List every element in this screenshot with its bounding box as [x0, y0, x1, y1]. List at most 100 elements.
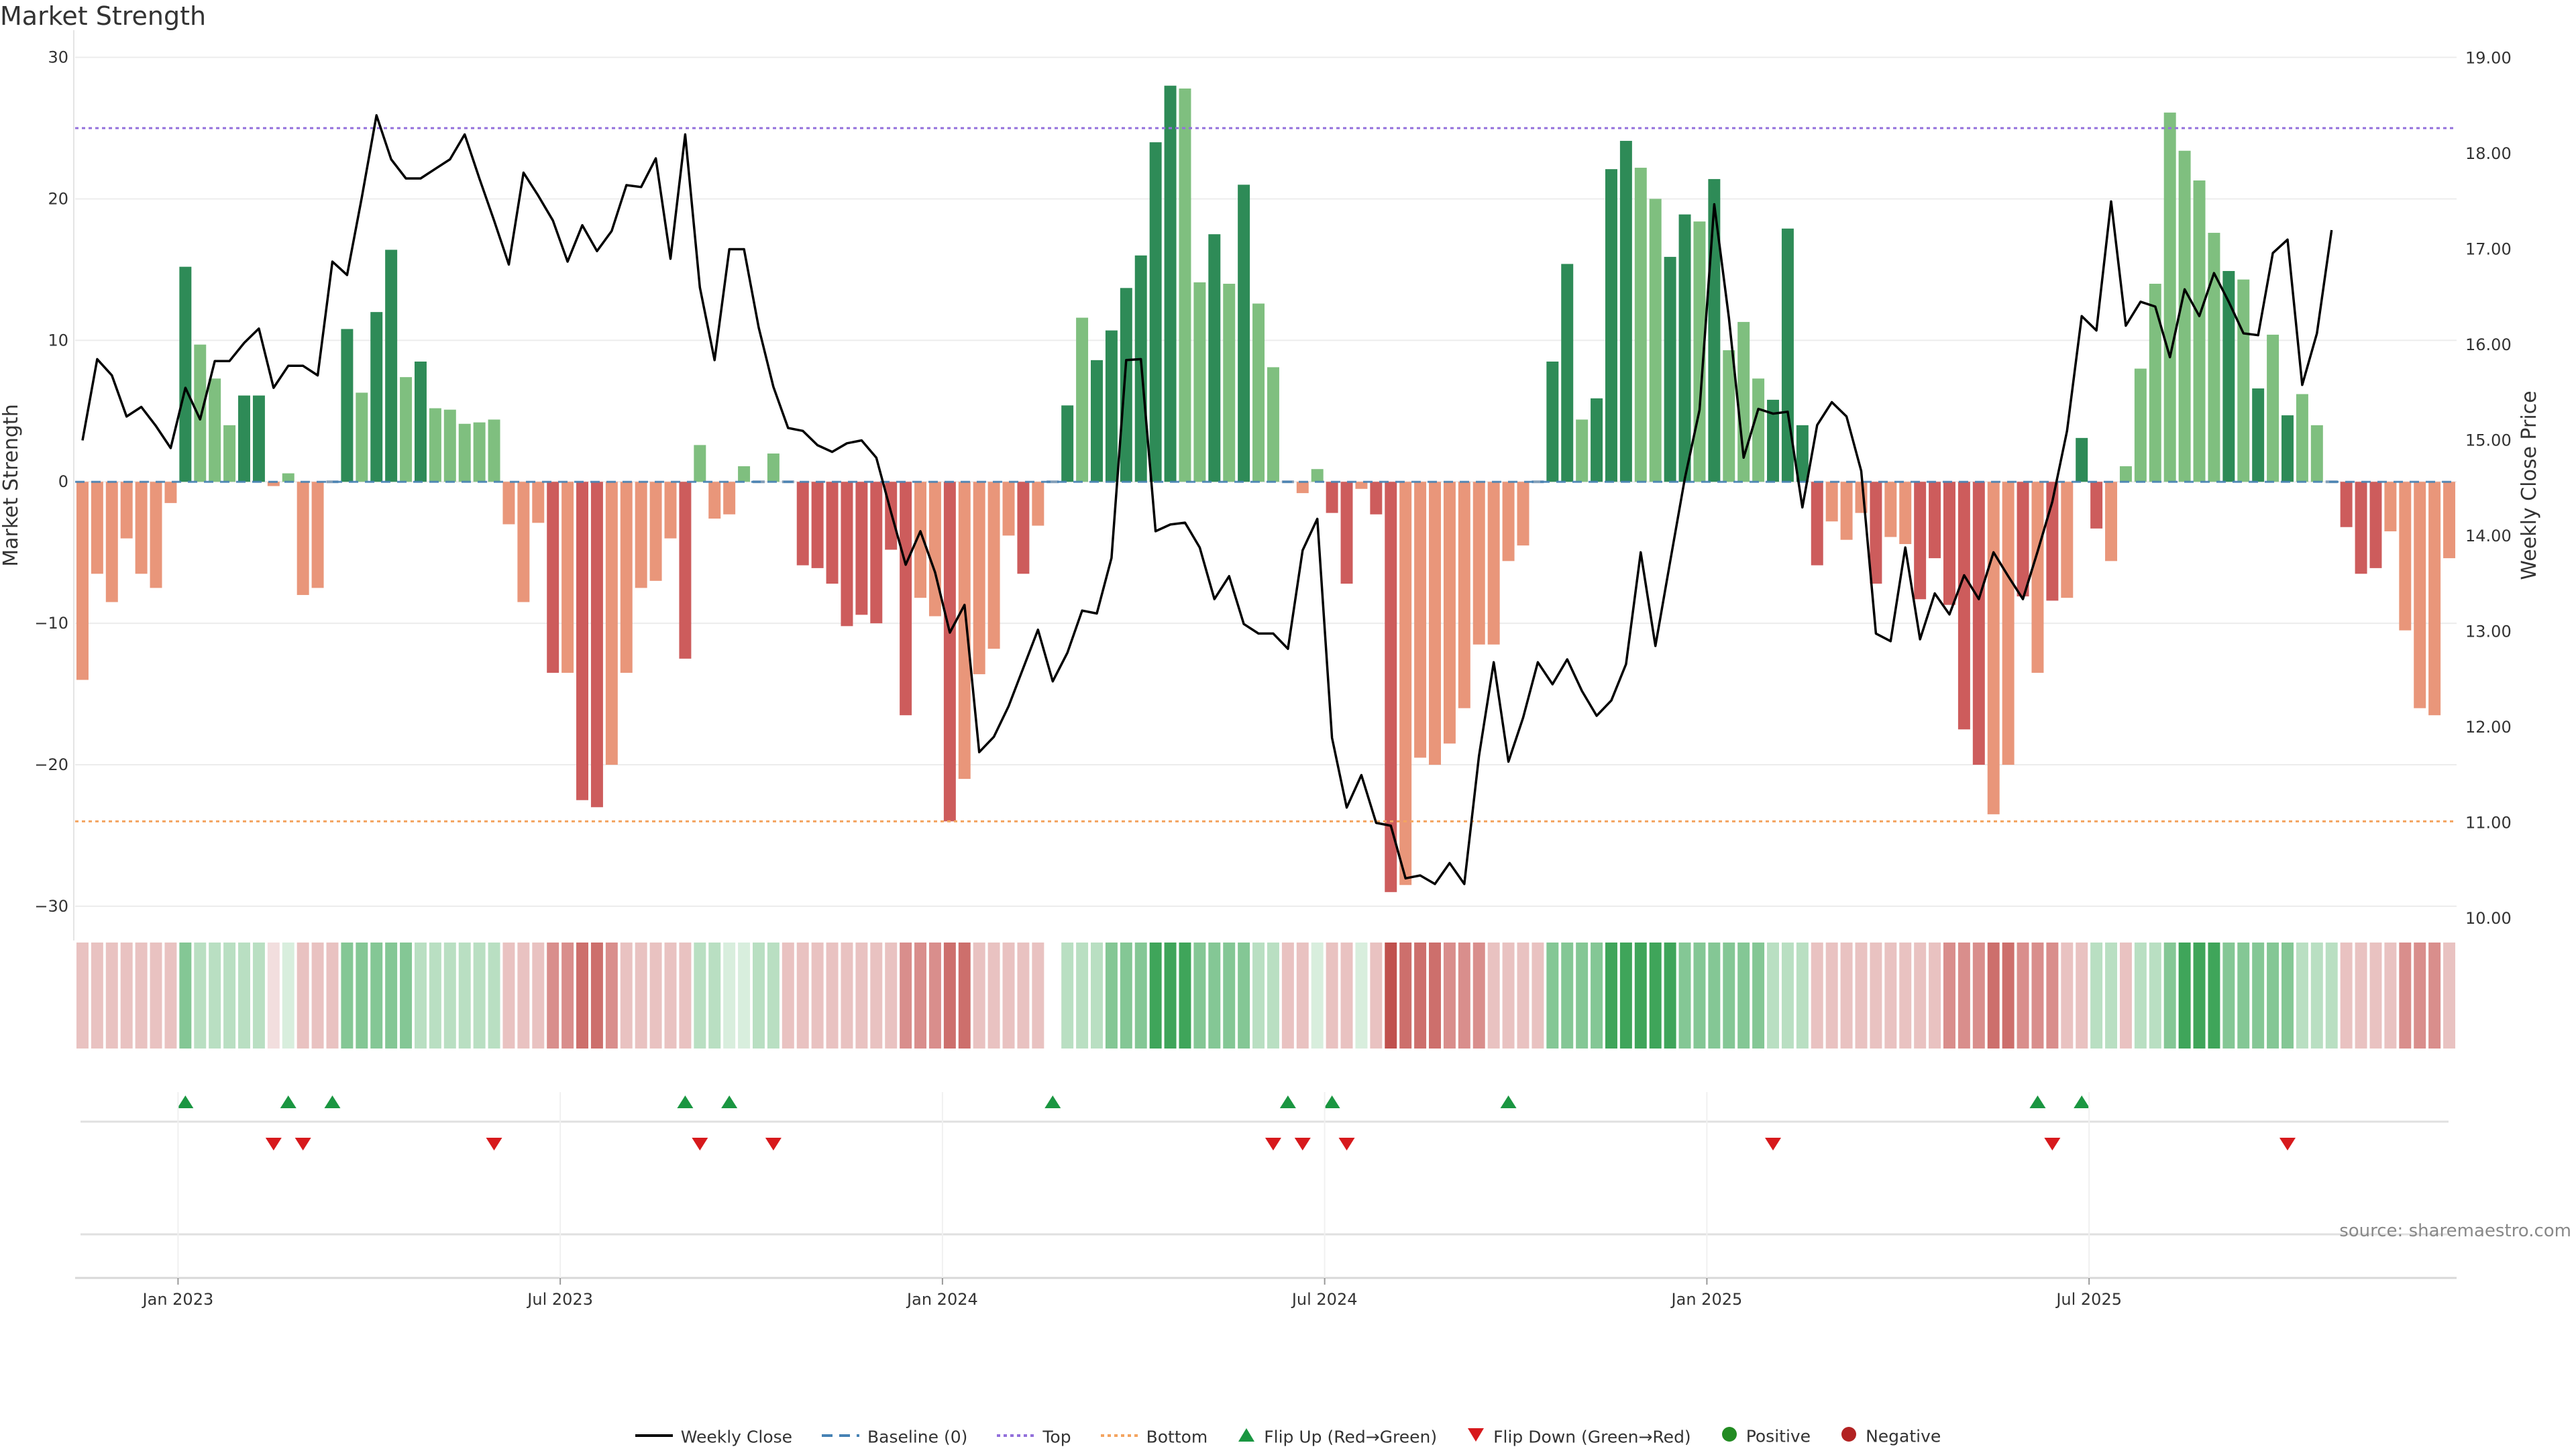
y2-tick-label: 16.00 [2465, 335, 2512, 354]
heat-cell [1532, 943, 1544, 1049]
strength-bar [76, 482, 89, 680]
flip-down-marker [486, 1138, 502, 1150]
heat-cell [870, 943, 883, 1049]
heat-cell [1796, 943, 1809, 1049]
heat-cell [1340, 943, 1353, 1049]
heat-cell [370, 943, 383, 1049]
heat-cell [767, 943, 780, 1049]
strength-bar [1458, 482, 1470, 708]
flip-markers [80, 1095, 2449, 1236]
strength-bar [2090, 482, 2103, 529]
legend-symbol-dotted-purple [997, 1427, 1035, 1446]
flip-up-marker [1324, 1095, 1340, 1108]
strength-bar [1884, 482, 1897, 537]
heat-cell [2119, 943, 2132, 1049]
strength-bar [1840, 482, 1853, 540]
strength-bar [664, 482, 677, 539]
heat-cell [1281, 943, 1294, 1049]
heat-cell [2178, 943, 2191, 1049]
strength-bar [1252, 303, 1265, 482]
heat-cell [1164, 943, 1177, 1049]
strength-bar [473, 422, 486, 482]
legend-item: Weekly Close [635, 1426, 792, 1446]
strength-bar [928, 482, 941, 616]
strength-bar [649, 482, 662, 581]
strength-bar [1296, 482, 1309, 494]
strength-bar [1487, 482, 1500, 645]
strength-bar [1546, 361, 1559, 482]
strength-bar [443, 409, 456, 482]
heat-cell [1929, 943, 1941, 1049]
y2-tick-label: 13.00 [2465, 623, 2512, 641]
strength-bar [1429, 482, 1441, 765]
strength-bar [2105, 482, 2118, 561]
strength-bar [164, 482, 177, 503]
heat-cell [620, 943, 633, 1049]
heat-cell [1502, 943, 1515, 1049]
heat-cell [223, 943, 236, 1049]
legend-label: Positive [1746, 1426, 1811, 1446]
strength-bar [2296, 394, 2308, 482]
strength-bar [973, 482, 985, 675]
strength-bar [1678, 214, 1691, 482]
strength-bar [561, 482, 574, 673]
flip-down-marker [765, 1138, 782, 1150]
y-tick-label: 20 [48, 189, 68, 208]
strength-bar [1105, 330, 1118, 482]
strength-bar [590, 482, 603, 808]
heat-cell [2369, 943, 2382, 1049]
heat-cell [532, 943, 545, 1049]
strength-bar [1708, 178, 1721, 482]
x-tick-label: Jan 2025 [1670, 1290, 1743, 1309]
strength-bar [900, 482, 912, 716]
strength-bar [1796, 425, 1809, 482]
strength-bar [2017, 482, 2029, 597]
heat-cell [1737, 943, 1750, 1049]
flip-down-marker [1765, 1138, 1782, 1150]
flip-down-marker [294, 1138, 311, 1150]
x-tick-label: Jul 2024 [1291, 1290, 1358, 1309]
legend-label: Top [1042, 1427, 1071, 1447]
strength-bar [1370, 482, 1383, 515]
heat-cell [267, 943, 280, 1049]
heat-cell [2134, 943, 2147, 1049]
heat-cell [473, 943, 486, 1049]
strength-bar [1723, 350, 1735, 482]
heat-cell [694, 943, 706, 1049]
heat-cell [2193, 943, 2206, 1049]
heat-cell [1443, 943, 1456, 1049]
heat-cell [2208, 943, 2220, 1049]
strength-bar [1208, 234, 1221, 482]
strength-bar [1987, 482, 2000, 814]
strength-heat-strip [76, 943, 2456, 1049]
strength-bar [1619, 140, 1632, 482]
axes: 30 20 10 0 −10 −20 −30 19.00 18.00 17.00 16.00 15.0… [0, 30, 2541, 941]
strength-bar [2208, 233, 2220, 482]
strength-bar [1311, 469, 1324, 482]
strength-bar [1340, 482, 1353, 584]
legend-item: Positive [1721, 1426, 1811, 1447]
heat-cell [855, 943, 868, 1049]
strength-bar [267, 482, 280, 486]
strength-bar [91, 482, 103, 574]
x-tick-label: Jul 2025 [2055, 1290, 2122, 1309]
heat-cell [2267, 943, 2279, 1049]
flip-up-marker [1500, 1095, 1517, 1108]
strength-bar [1634, 168, 1647, 482]
strength-bars [76, 85, 2456, 892]
heat-cell [826, 943, 839, 1049]
heat-cell [1957, 943, 1970, 1049]
legend-symbol-triangle-down [1466, 1427, 1485, 1447]
heat-cell [1326, 943, 1338, 1049]
strength-bar [1149, 142, 1162, 482]
strength-bar [1502, 482, 1515, 561]
strength-bar [1811, 482, 1823, 566]
heat-cell [76, 943, 89, 1049]
heat-cell [1605, 943, 1617, 1049]
heat-cell [1708, 943, 1721, 1049]
heat-cell [1032, 943, 1044, 1049]
strength-bar [385, 250, 398, 482]
legend-label: Flip Up (Red→Green) [1264, 1427, 1438, 1446]
strength-bar [723, 482, 736, 515]
strength-bar [1532, 480, 1544, 484]
